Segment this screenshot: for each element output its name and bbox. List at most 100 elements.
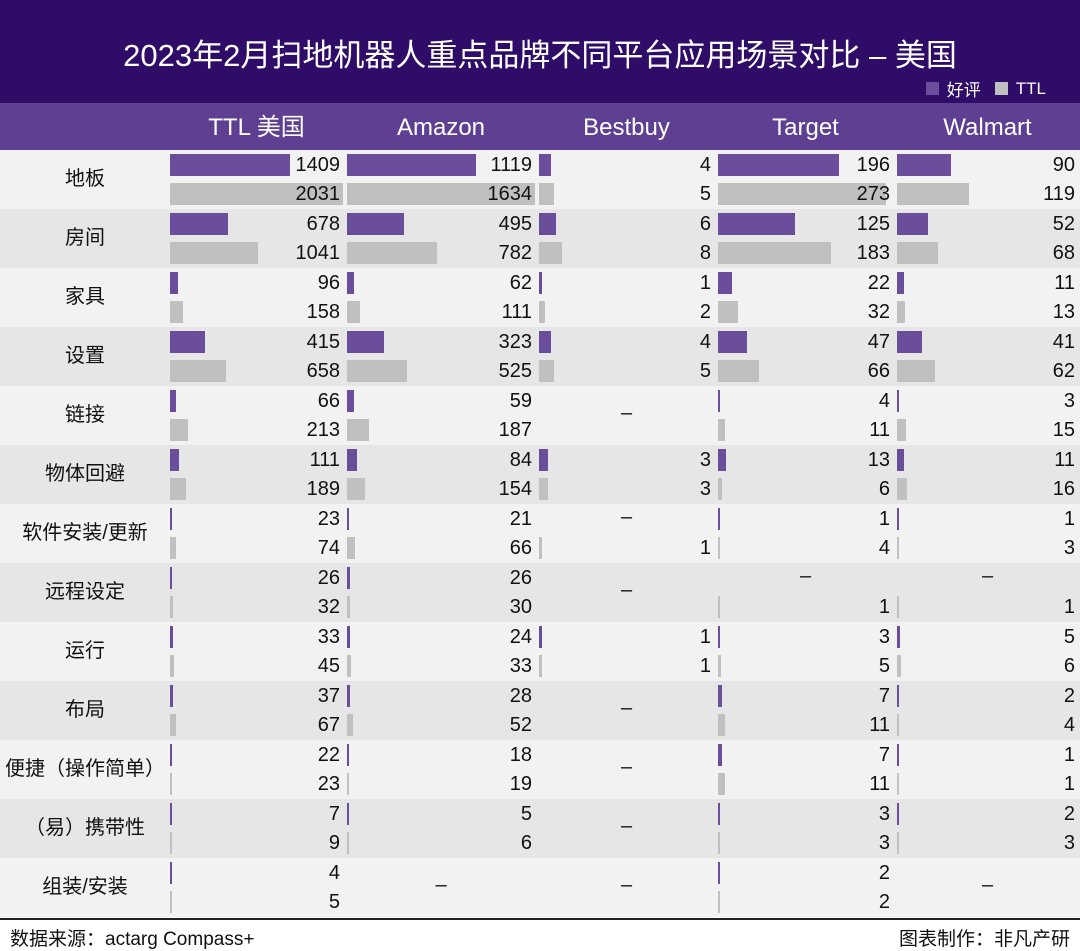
value-label-ttl: 782: [498, 242, 532, 264]
bar-ttl: [170, 537, 177, 559]
value-label-good: 7: [878, 744, 890, 766]
value-label-good: 11: [1054, 449, 1075, 471]
bar-ttl: [897, 537, 899, 559]
legend-label-ttl: TTL: [1015, 78, 1046, 98]
bar-good: [170, 449, 180, 471]
bar-good: [897, 272, 904, 294]
value-label-good: 6: [699, 213, 711, 235]
value-label-ttl: 23: [317, 773, 340, 795]
bar-ttl: [539, 301, 545, 323]
row-label: 运行: [65, 640, 105, 662]
bar-ttl: [170, 360, 226, 382]
missing-marker: –: [620, 874, 633, 896]
value-label-ttl: 32: [317, 596, 340, 618]
value-label-ttl: 5: [699, 360, 711, 382]
value-label-good: 28: [509, 685, 532, 707]
value-label-good: 2: [878, 862, 890, 884]
bar-ttl: [718, 655, 722, 677]
value-label-ttl: 525: [498, 360, 532, 382]
bar-good: [347, 567, 350, 589]
value-label-ttl: 62: [1052, 360, 1075, 382]
bar-good: [347, 213, 404, 235]
data-source: 数据来源：actarg Compass+: [10, 929, 255, 950]
bar-good: [347, 626, 350, 648]
value-label-good: 66: [317, 390, 340, 412]
bar-ttl: [897, 360, 935, 382]
value-label-ttl: 3: [878, 832, 890, 854]
bar-good: [718, 508, 720, 530]
bar-good: [347, 744, 350, 766]
value-label-good: 59: [509, 390, 532, 412]
bar-good: [718, 685, 723, 707]
row-label: 设置: [65, 345, 105, 367]
value-label-good: 678: [306, 213, 340, 235]
table-row: 家具 96 158 62 111 1 2 22 32 11 13: [0, 268, 1080, 327]
bar-ttl: [897, 655, 901, 677]
bar-good: [718, 862, 720, 884]
row-label: 远程设定: [45, 581, 125, 603]
row-label: 家具: [65, 286, 105, 308]
column-header-bestbuy: Bestbuy: [583, 114, 670, 141]
bar-good: [539, 331, 551, 353]
bar-ttl: [347, 183, 535, 205]
value-label-good: 1: [1063, 744, 1075, 766]
value-label-ttl: 15: [1052, 419, 1075, 441]
chart-maker: 图表制作：非凡产研: [898, 929, 1070, 950]
bar-ttl: [347, 419, 369, 441]
bar-ttl: [539, 655, 542, 677]
value-label-good: 41: [1052, 331, 1075, 353]
bar-ttl: [170, 773, 172, 795]
missing-marker: –: [981, 874, 994, 896]
value-label-ttl: 30: [509, 596, 532, 618]
value-label-ttl: 8: [699, 242, 711, 264]
value-label-ttl: 74: [317, 537, 340, 559]
bar-good: [170, 154, 290, 176]
bar-ttl: [897, 183, 969, 205]
bar-good: [347, 685, 351, 707]
value-label-good: 3: [878, 803, 890, 825]
value-label-ttl: 4: [1063, 714, 1075, 736]
value-label-good: 18: [509, 744, 532, 766]
bar-ttl: [897, 242, 939, 264]
bar-good: [170, 744, 172, 766]
row-label: 组装/安装: [42, 876, 128, 898]
value-label-ttl: 5: [328, 891, 340, 913]
value-label-good: 5: [520, 803, 532, 825]
bar-good: [347, 803, 349, 825]
bar-good: [170, 508, 172, 530]
value-label-ttl: 45: [317, 655, 340, 677]
value-label-good: 22: [867, 272, 890, 294]
value-label-ttl: 213: [306, 419, 340, 441]
value-label-good: 1409: [295, 154, 341, 176]
bar-good: [170, 803, 172, 825]
value-label-good: 21: [509, 508, 532, 530]
value-label-good: 1: [699, 626, 711, 648]
value-label-good: 3: [878, 626, 890, 648]
bar-ttl: [718, 478, 722, 500]
value-label-good: 4: [328, 862, 340, 884]
missing-marker: –: [620, 697, 633, 719]
value-label-good: 1: [878, 508, 890, 530]
value-label-good: 415: [306, 331, 340, 353]
value-label-ttl: 66: [509, 537, 532, 559]
missing-marker: –: [620, 815, 633, 837]
value-label-ttl: 2: [699, 301, 711, 323]
bar-ttl: [170, 183, 343, 205]
value-label-good: 495: [498, 213, 532, 235]
value-label-ttl: 3: [1063, 537, 1075, 559]
bar-ttl: [897, 301, 905, 323]
value-label-ttl: 658: [306, 360, 340, 382]
value-label-ttl: 68: [1052, 242, 1075, 264]
bar-good: [718, 449, 726, 471]
bar-ttl: [347, 242, 437, 264]
missing-marker: –: [799, 565, 812, 587]
table-row: 便捷（操作简单） 22 23 18 19–7 11 1 1: [0, 740, 1080, 799]
row-label: （易）携带性: [25, 817, 145, 839]
value-label-ttl: 16: [1052, 478, 1075, 500]
column-header-row: TTL 美国 Amazon Bestbuy Target Walmart: [0, 103, 1080, 150]
bar-ttl: [897, 478, 907, 500]
bar-good: [170, 331, 206, 353]
value-label-ttl: 52: [509, 714, 532, 736]
value-label-ttl: 1634: [487, 183, 533, 205]
bar-good: [718, 331, 747, 353]
